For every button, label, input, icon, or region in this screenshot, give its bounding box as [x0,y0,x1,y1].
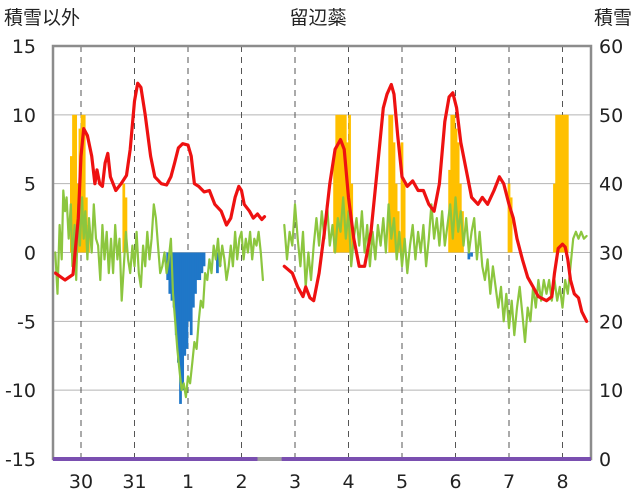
precipitation-bar [454,128,458,253]
right-tick-label: 30 [599,243,623,265]
precipitation-bar [337,114,341,253]
snowfall_change-bar [181,252,185,391]
left-tick-label: -10 [5,380,36,402]
snowfall_change-bar [470,252,473,257]
snowfall_change-bar [183,252,187,356]
wind-line [54,189,264,399]
left-tick-label: 0 [24,243,36,265]
precipitation-bar [341,114,345,253]
snowfall_change-bar [177,252,180,363]
snowfall_change-bar [185,252,189,349]
x-tick-label: 2 [235,471,247,493]
precipitation-bar [72,114,75,253]
precipitation-bar [343,114,347,253]
precipitation-bar [392,142,396,253]
precipitation-bar [456,142,460,253]
precipitation-bar [390,114,394,253]
right-tick-label: 0 [599,449,611,471]
x-tick-label: 31 [122,471,146,493]
snowfall_change-bar [172,252,176,308]
precipitation-bar [82,114,86,253]
right-tick-label: 20 [599,311,623,333]
precipitation-bar [74,114,78,253]
precipitation-bar [555,114,558,253]
snowfall_change-bar [189,252,193,336]
snowfall_change-bar [187,252,191,322]
snowfall_change-bar [202,252,206,267]
line-layer [53,81,589,399]
precipitation-bar [388,114,392,253]
precipitation-bar [507,183,511,253]
precipitation-bar [452,114,456,253]
precipitation-bar [557,114,561,253]
wind-line [283,196,588,344]
precipitation-bar [563,114,567,253]
right-tick-label: 60 [599,36,623,58]
snowfall_change-bar [168,252,172,294]
x-tick-label: 30 [69,471,93,493]
precipitation-bar [400,142,404,253]
snowfall_change-bar [200,252,204,274]
temperature-line [282,82,589,323]
temperature-line [53,81,267,282]
precipitation-bar [122,183,126,253]
precipitation-bar [335,114,339,253]
snowfall_change-bar [198,252,202,281]
right-axis-label: 積雪 [594,7,632,29]
x-tick-label: 6 [449,471,461,493]
right-tick-label: 50 [599,105,623,127]
precipitation-bar [559,114,563,253]
frame-layer [51,44,593,461]
snowfall_change-bar [196,252,199,281]
left-tick-label: -5 [17,311,36,333]
precipitation-bar [565,114,569,253]
precipitation-bar [348,114,351,253]
snowfall_change-bar [467,252,471,260]
snowfall_change-bar [194,252,197,294]
precipitation-bar [124,197,128,253]
x-tick-label: 8 [556,471,568,493]
precipitation-bar [80,114,84,253]
left-tick-label: 15 [12,36,36,58]
left-tick-label: -15 [5,449,36,471]
precipitation-bar [339,114,343,253]
precipitation-bar [553,183,556,253]
right-tick-label: 40 [599,174,623,196]
x-tick-label: 7 [503,471,515,493]
left-tick-label: 10 [12,105,36,127]
left-axis-label: 積雪以外 [4,7,80,29]
right-tick-label: 10 [599,380,623,402]
chart-title: 留辺蘂 [289,7,346,29]
precipitation-bar [394,183,398,253]
snowfall_change-bar [191,252,195,308]
snowfall_change-bar [216,252,219,274]
precipitation-bar [402,183,406,253]
x-tick-label: 5 [396,471,408,493]
snowfall_change-bar [174,252,178,336]
snowfall_change-bar [179,252,182,404]
precipitation-bar [509,197,513,253]
x-tick-label: 1 [182,471,194,493]
precipitation-bar [333,156,336,253]
x-tick-label: 3 [289,471,301,493]
precipitation-bar [450,114,454,253]
left-tick-label: 5 [24,174,36,196]
x-tick-label: 4 [342,471,354,493]
precipitation-bar [561,114,565,253]
